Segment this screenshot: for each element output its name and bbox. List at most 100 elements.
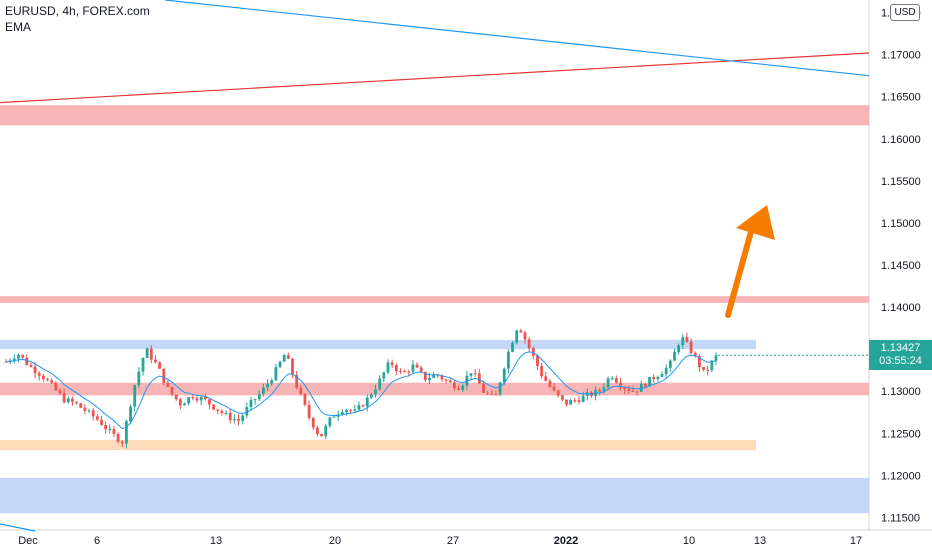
- candle: [448, 378, 452, 383]
- candle: [174, 394, 178, 401]
- candle: [54, 381, 58, 391]
- candle: [266, 379, 269, 392]
- candle-body: [129, 406, 132, 422]
- candle-body: [394, 365, 398, 371]
- candle-body: [87, 410, 91, 412]
- candle: [473, 368, 477, 378]
- candle-body: [477, 373, 481, 384]
- candle: [502, 367, 506, 385]
- candle: [191, 394, 195, 401]
- candle-body: [220, 410, 224, 414]
- time-tick: 17: [850, 535, 862, 547]
- indicator-label[interactable]: EMA: [5, 20, 32, 34]
- candle: [614, 375, 618, 384]
- price-zone: [0, 105, 869, 126]
- candle-body: [270, 380, 274, 384]
- price-tick: 1.15000: [881, 218, 921, 230]
- price-axis[interactable]: 1.175001.170001.165001.160001.155001.150…: [881, 8, 921, 525]
- candle: [282, 353, 286, 362]
- candle: [648, 376, 651, 387]
- candle-body: [374, 389, 377, 395]
- price-zone: [0, 296, 869, 303]
- candle-body: [245, 407, 249, 416]
- symbol-title[interactable]: EURUSD, 4h, FOREX.com: [5, 4, 150, 18]
- candle: [33, 361, 37, 379]
- candle: [220, 409, 224, 416]
- candle: [540, 362, 544, 379]
- candle-body: [162, 368, 166, 383]
- candle-body: [37, 373, 41, 376]
- candle: [519, 328, 523, 333]
- candle: [602, 383, 606, 395]
- price-zone: [0, 382, 869, 396]
- legend: EURUSD, 4h, FOREX.com EMA: [5, 3, 150, 35]
- candle: [112, 425, 116, 437]
- candle: [324, 423, 328, 440]
- candle-body: [448, 380, 452, 383]
- trendlines-layer: [0, 0, 870, 532]
- candle-body: [490, 393, 494, 395]
- candle-body: [216, 409, 220, 411]
- candle-body: [544, 376, 548, 381]
- candle: [178, 397, 182, 410]
- candle: [515, 329, 519, 345]
- candle: [203, 393, 207, 401]
- price-tick: 1.11500: [881, 512, 920, 524]
- candle: [83, 404, 87, 415]
- candle-body: [54, 382, 58, 391]
- candle-body: [262, 387, 265, 394]
- candles-layer: [4, 328, 718, 449]
- candle: [527, 336, 531, 353]
- price-tick: 1.17000: [881, 50, 921, 62]
- candle: [697, 354, 701, 372]
- candle-body: [648, 376, 651, 387]
- candle: [378, 375, 382, 391]
- candle: [394, 363, 398, 376]
- candle: [307, 400, 311, 421]
- candle: [403, 369, 406, 373]
- candle: [166, 378, 170, 388]
- candle: [353, 404, 357, 413]
- candle: [299, 384, 303, 396]
- candle-body: [58, 390, 62, 394]
- price-tick: 1.12500: [881, 428, 921, 440]
- candle: [565, 399, 568, 407]
- zones-layer: [0, 105, 869, 514]
- candle: [66, 396, 70, 404]
- candle-body: [399, 370, 402, 372]
- candle: [120, 439, 124, 447]
- candle: [369, 392, 373, 400]
- candle-body: [170, 386, 174, 395]
- price-tick: 1.14000: [881, 302, 921, 314]
- candle-body: [465, 375, 469, 386]
- candle-body: [432, 374, 436, 378]
- candle-body: [71, 398, 74, 402]
- currency-badge[interactable]: USD: [890, 4, 920, 21]
- candle-body: [332, 416, 336, 418]
- candle-body: [486, 392, 490, 394]
- candle: [303, 392, 307, 407]
- candle-body: [278, 361, 282, 368]
- time-tick: Dec: [18, 535, 38, 547]
- candle-body: [664, 367, 668, 375]
- candle: [41, 373, 45, 382]
- candle-body: [614, 378, 618, 383]
- candle-body: [536, 355, 539, 367]
- candle: [71, 396, 74, 406]
- candle: [677, 343, 681, 355]
- candle-body: [120, 441, 124, 444]
- candle: [145, 347, 149, 359]
- arrow-head: [736, 205, 775, 240]
- price-zone: [0, 477, 869, 514]
- candle-body: [295, 374, 299, 388]
- candle-body: [17, 354, 20, 359]
- candle-body: [693, 353, 697, 356]
- candle-body: [145, 348, 149, 358]
- candle: [511, 341, 514, 353]
- candle-body: [66, 398, 70, 403]
- candle: [311, 417, 315, 431]
- time-axis[interactable]: Dec 6 13 20 27 2022 10 13 17: [18, 535, 862, 547]
- candle-body: [191, 397, 195, 399]
- candle-body: [423, 371, 427, 381]
